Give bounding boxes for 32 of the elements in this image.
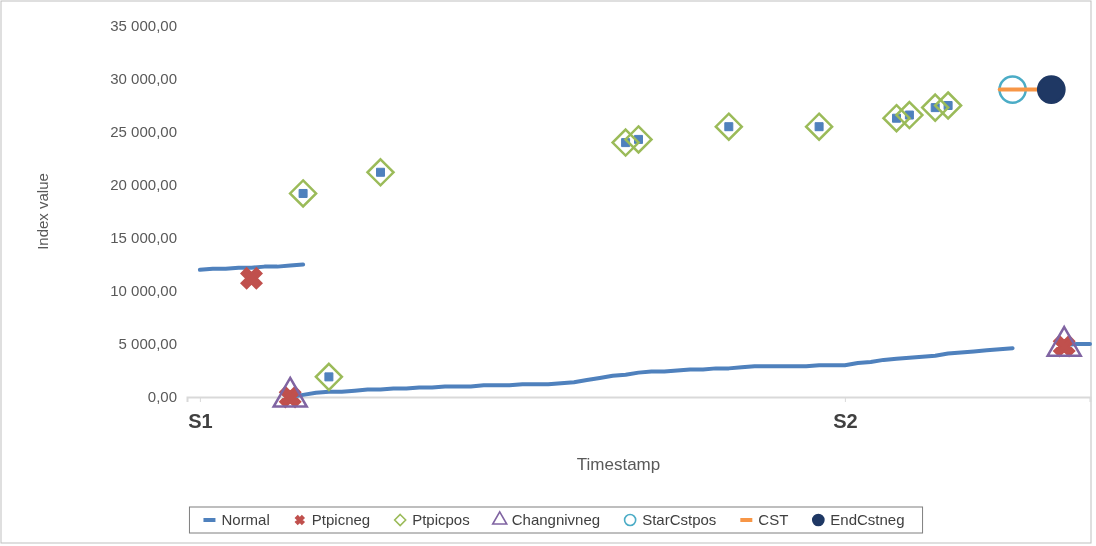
legend-label: EndCstneg <box>830 511 905 528</box>
x-axis-title: Timestamp <box>576 455 661 474</box>
x-tick-label: S2 <box>833 410 858 433</box>
point <box>714 112 744 141</box>
point <box>240 267 263 290</box>
legend-label: StarCstpos <box>642 511 717 528</box>
y-axis-title: Index value <box>34 173 51 250</box>
point <box>882 103 911 133</box>
point <box>288 179 318 208</box>
legend-label: Changnivneg <box>511 511 601 528</box>
point <box>366 158 395 187</box>
y-tick-label: 5 000,00 <box>118 335 177 353</box>
y-tick-label: 25 000,00 <box>110 123 177 141</box>
y-tick-label: 0,00 <box>147 388 177 406</box>
y-tick-label: 10 000,00 <box>110 282 177 300</box>
y-tick-label: 30 000,00 <box>110 70 177 88</box>
point <box>895 100 924 130</box>
point <box>1036 75 1066 104</box>
x-tick-label: S1 <box>188 410 213 433</box>
y-tick-label: 35 000,00 <box>110 17 177 35</box>
point <box>624 125 653 154</box>
y-tick-label: 20 000,00 <box>110 176 177 194</box>
legend-label: Normal <box>221 511 270 528</box>
legend-label: Ptpicpos <box>412 511 470 528</box>
point <box>314 362 344 392</box>
legend-label: CST <box>758 511 789 528</box>
point <box>920 93 950 122</box>
point <box>611 128 640 157</box>
point <box>804 112 834 141</box>
point <box>933 91 963 120</box>
legend-label: Ptpicneg <box>311 511 371 528</box>
y-tick-label: 15 000,00 <box>110 229 177 247</box>
